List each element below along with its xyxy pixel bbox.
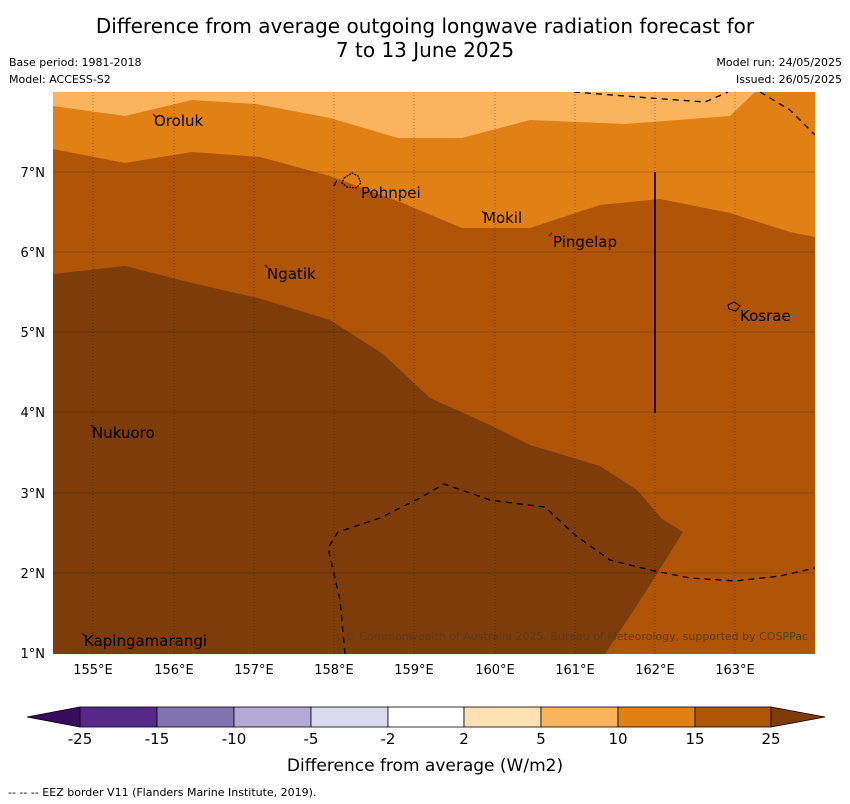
colorbar-segment-2: [156, 706, 235, 728]
place-pingelap: Pingelap: [553, 233, 617, 251]
issued-label: Issued: 26/05/2025: [735, 73, 842, 86]
eez-border: [327, 92, 815, 654]
lat-tick-2n: 2°N: [21, 567, 46, 582]
colorbar-tick-label: 2: [459, 730, 469, 748]
colorbar-tick-label: -10: [221, 730, 247, 748]
colorbar-segment-3: [233, 706, 312, 728]
colorbar-low-extension: [26, 706, 81, 728]
colorbar-tick-label: 25: [761, 730, 781, 748]
meta-right: Model run: 24/05/2025 Issued: 26/05/2025: [716, 54, 842, 88]
colorbar-tick-label: 15: [685, 730, 705, 748]
colorbar-segment-8: [617, 706, 696, 728]
place-kapingamarangi: Kapingamarangi: [84, 632, 207, 650]
colorbar-segment-7: [540, 706, 619, 728]
place-kosrae: Kosrae: [740, 307, 791, 325]
lon-tick-163e: 163°E: [715, 663, 755, 678]
colorbar-tick-label: -5: [303, 730, 319, 748]
colorbar-tick-label: -15: [144, 730, 170, 748]
place-ngatik: Ngatik: [267, 265, 316, 283]
place-pohnpei: Pohnpei: [361, 184, 421, 202]
place-nukuoro: Nukuoro: [92, 424, 155, 442]
colorbar-segment-6: [463, 706, 542, 728]
colorbar-segment-1: [79, 706, 158, 728]
lon-tick-156e: 156°E: [154, 663, 194, 678]
kosrae-island: [727, 301, 741, 312]
lon-tick-162e: 162°E: [635, 663, 675, 678]
copyright-notice: © Commonwealth of Australia 2025, Bureau…: [345, 630, 808, 643]
lat-tick-7n: 7°N: [21, 166, 46, 181]
band-5-10: [53, 92, 815, 138]
colorbar-segment-9: [694, 706, 772, 728]
lon-tick-159e: 159°E: [394, 663, 434, 678]
pohnpei-island: [341, 172, 362, 189]
lat-tick-4n: 4°N: [21, 406, 46, 421]
latitude-lines: [53, 171, 815, 574]
lat-tick-5n: 5°N: [21, 326, 46, 341]
latitude-tick-labels: 7°N 6°N 5°N 4°N 3°N 2°N 1°N: [21, 166, 46, 662]
place-oroluk: Oroluk: [154, 112, 203, 130]
lat-tick-1n: 1°N: [21, 647, 46, 662]
model-run-label: Model run: 24/05/2025: [716, 56, 842, 69]
band-25-plus: [53, 266, 683, 654]
lat-tick-3n: 3°N: [21, 487, 46, 502]
colorbar: [26, 706, 826, 728]
lon-tick-157e: 157°E: [234, 663, 274, 678]
eez-footnote: -- -- -- EEZ border V11 (Flanders Marine…: [8, 786, 317, 799]
lon-tick-160e: 160°E: [475, 663, 515, 678]
lon-tick-158e: 158°E: [314, 663, 354, 678]
meta-left: Base period: 1981-2018 Model: ACCESS-S2: [9, 54, 141, 88]
colorbar-segment-4: [310, 706, 389, 728]
map-field: Oroluk Pohnpei Mokil Pingelap Ngatik Kos…: [53, 92, 815, 654]
lon-tick-155e: 155°E: [73, 663, 113, 678]
place-mokil: Mokil: [483, 209, 522, 227]
chart-title-line-1: Difference from average outgoing longwav…: [95, 14, 755, 38]
colorbar-tick-label: 5: [536, 730, 546, 748]
colorbar-title: Difference from average (W/m2): [286, 756, 564, 776]
longitude-tick-labels: 155°E 156°E 157°E 158°E 159°E 160°E 161°…: [73, 663, 755, 678]
colorbar-tick-label: 10: [608, 730, 628, 748]
colorbar-tick-label: -2: [380, 730, 396, 748]
atoll-marks: [81, 113, 553, 637]
colorbar-segment-5: [387, 706, 465, 728]
model-label: Model: ACCESS-S2: [9, 73, 111, 86]
chart-title-line-2: 7 to 13 June 2025: [335, 38, 515, 62]
base-period-label: Base period: 1981-2018: [9, 56, 142, 69]
lon-tick-161e: 161°E: [555, 663, 595, 678]
colorbar-high-extension: [770, 706, 826, 728]
lat-tick-6n: 6°N: [21, 246, 46, 261]
colorbar-tick-label: -25: [67, 730, 93, 748]
place-labels: Oroluk Pohnpei Mokil Pingelap Ngatik Kos…: [84, 112, 791, 650]
